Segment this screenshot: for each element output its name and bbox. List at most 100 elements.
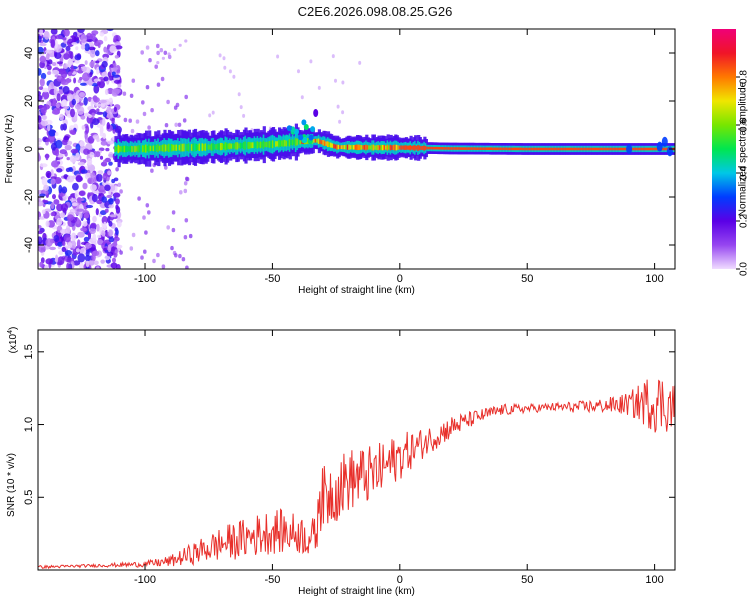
y-multiplier-close: )	[8, 327, 19, 330]
noise-blob	[77, 29, 85, 33]
noise-blob	[147, 210, 151, 215]
noise-blob	[106, 113, 114, 119]
noise-blob	[80, 115, 86, 120]
noise-blob	[56, 103, 61, 109]
noise-blob	[78, 262, 84, 269]
noise-blob	[84, 254, 91, 262]
noise-blob	[110, 262, 118, 269]
noise-blob	[108, 237, 115, 243]
noise-blob	[45, 238, 53, 247]
noise-blob	[185, 265, 189, 269]
noise-blob	[142, 215, 146, 220]
x-tick-label: -100	[134, 273, 156, 285]
colorbar-tick-label: 0.0	[739, 262, 750, 276]
noise-blob	[84, 112, 89, 117]
noise-blob	[66, 93, 73, 102]
noise-blob	[145, 203, 150, 208]
noise-blob	[112, 257, 116, 263]
noise-blob	[102, 111, 107, 118]
noise-blob	[41, 209, 46, 215]
noise-blob	[75, 175, 83, 183]
noise-blob	[111, 118, 115, 125]
noise-blob	[100, 259, 105, 264]
noise-blob	[39, 29, 43, 36]
noise-blob	[79, 247, 87, 255]
noise-blob	[87, 177, 94, 185]
noise-blob	[99, 125, 104, 135]
noise-blob	[131, 78, 136, 83]
y-axis-label: SNR (10 * v/v)	[6, 453, 17, 517]
noise-blob	[137, 196, 141, 201]
noise-blob	[95, 208, 99, 216]
noise-blob	[49, 246, 56, 251]
noise-blob	[56, 168, 63, 173]
noise-blob	[89, 151, 95, 158]
noise-blob	[62, 64, 68, 69]
noise-blob	[76, 239, 81, 249]
ridge-blob	[626, 144, 633, 154]
noise-blob	[39, 163, 48, 168]
y-tick-label: 20	[23, 95, 35, 107]
noise-blob	[85, 125, 90, 134]
noise-blob	[113, 63, 117, 68]
noise-blob	[223, 65, 227, 70]
noise-blob	[54, 147, 60, 157]
noise-blob	[82, 182, 88, 190]
noise-blob	[166, 99, 170, 105]
noise-blob	[115, 204, 119, 210]
noise-blob	[177, 122, 182, 128]
noise-blob	[239, 105, 243, 110]
noise-blob	[61, 70, 68, 79]
noise-blob	[50, 176, 57, 180]
ridge-blob	[284, 134, 290, 141]
noise-blob	[56, 93, 61, 102]
noise-blob	[111, 71, 116, 76]
noise-blob	[38, 35, 42, 43]
noise-blob	[117, 182, 122, 187]
ridge-blob	[303, 124, 309, 130]
noise-blob	[75, 248, 80, 253]
noise-blob	[72, 260, 81, 266]
noise-blob	[75, 46, 79, 51]
noise-blob	[331, 54, 335, 59]
noise-blob	[50, 39, 56, 48]
noise-blob	[90, 172, 96, 179]
colorbar-tick-label: 0.6	[739, 118, 750, 132]
noise-blob	[143, 249, 147, 254]
noise-blob	[103, 159, 108, 165]
noise-blob	[38, 142, 41, 146]
ridge-blob	[656, 141, 663, 152]
noise-blob	[64, 144, 72, 151]
noise-blob	[103, 76, 109, 82]
ridge-blob	[308, 134, 314, 141]
noise-blob	[93, 177, 96, 184]
noise-blob	[174, 122, 178, 128]
noise-blob	[341, 110, 345, 115]
noise-blob	[50, 202, 55, 210]
noise-blob	[43, 31, 50, 40]
noise-blob	[129, 246, 134, 251]
noise-blob	[276, 54, 280, 59]
noise-blob	[74, 95, 79, 100]
noise-blob	[53, 199, 60, 205]
noise-blob	[218, 53, 222, 58]
noise-blob	[182, 118, 187, 123]
noise-blob	[141, 100, 145, 105]
noise-blob	[40, 107, 47, 115]
noise-blob	[81, 66, 87, 72]
noise-blob	[358, 60, 362, 65]
noise-blob	[116, 69, 121, 74]
noise-blob	[334, 78, 337, 83]
noise-blob	[150, 168, 154, 173]
noise-blob	[61, 139, 69, 146]
noise-blob	[173, 105, 178, 110]
noise-blob	[228, 69, 232, 74]
noise-blob	[67, 71, 73, 76]
noise-blob	[40, 120, 49, 126]
noise-blob	[96, 108, 100, 113]
noise-blob	[38, 225, 42, 229]
noise-blob	[89, 61, 95, 68]
noise-blob	[76, 208, 85, 212]
noise-blob	[79, 92, 85, 98]
noise-blob	[80, 34, 87, 44]
